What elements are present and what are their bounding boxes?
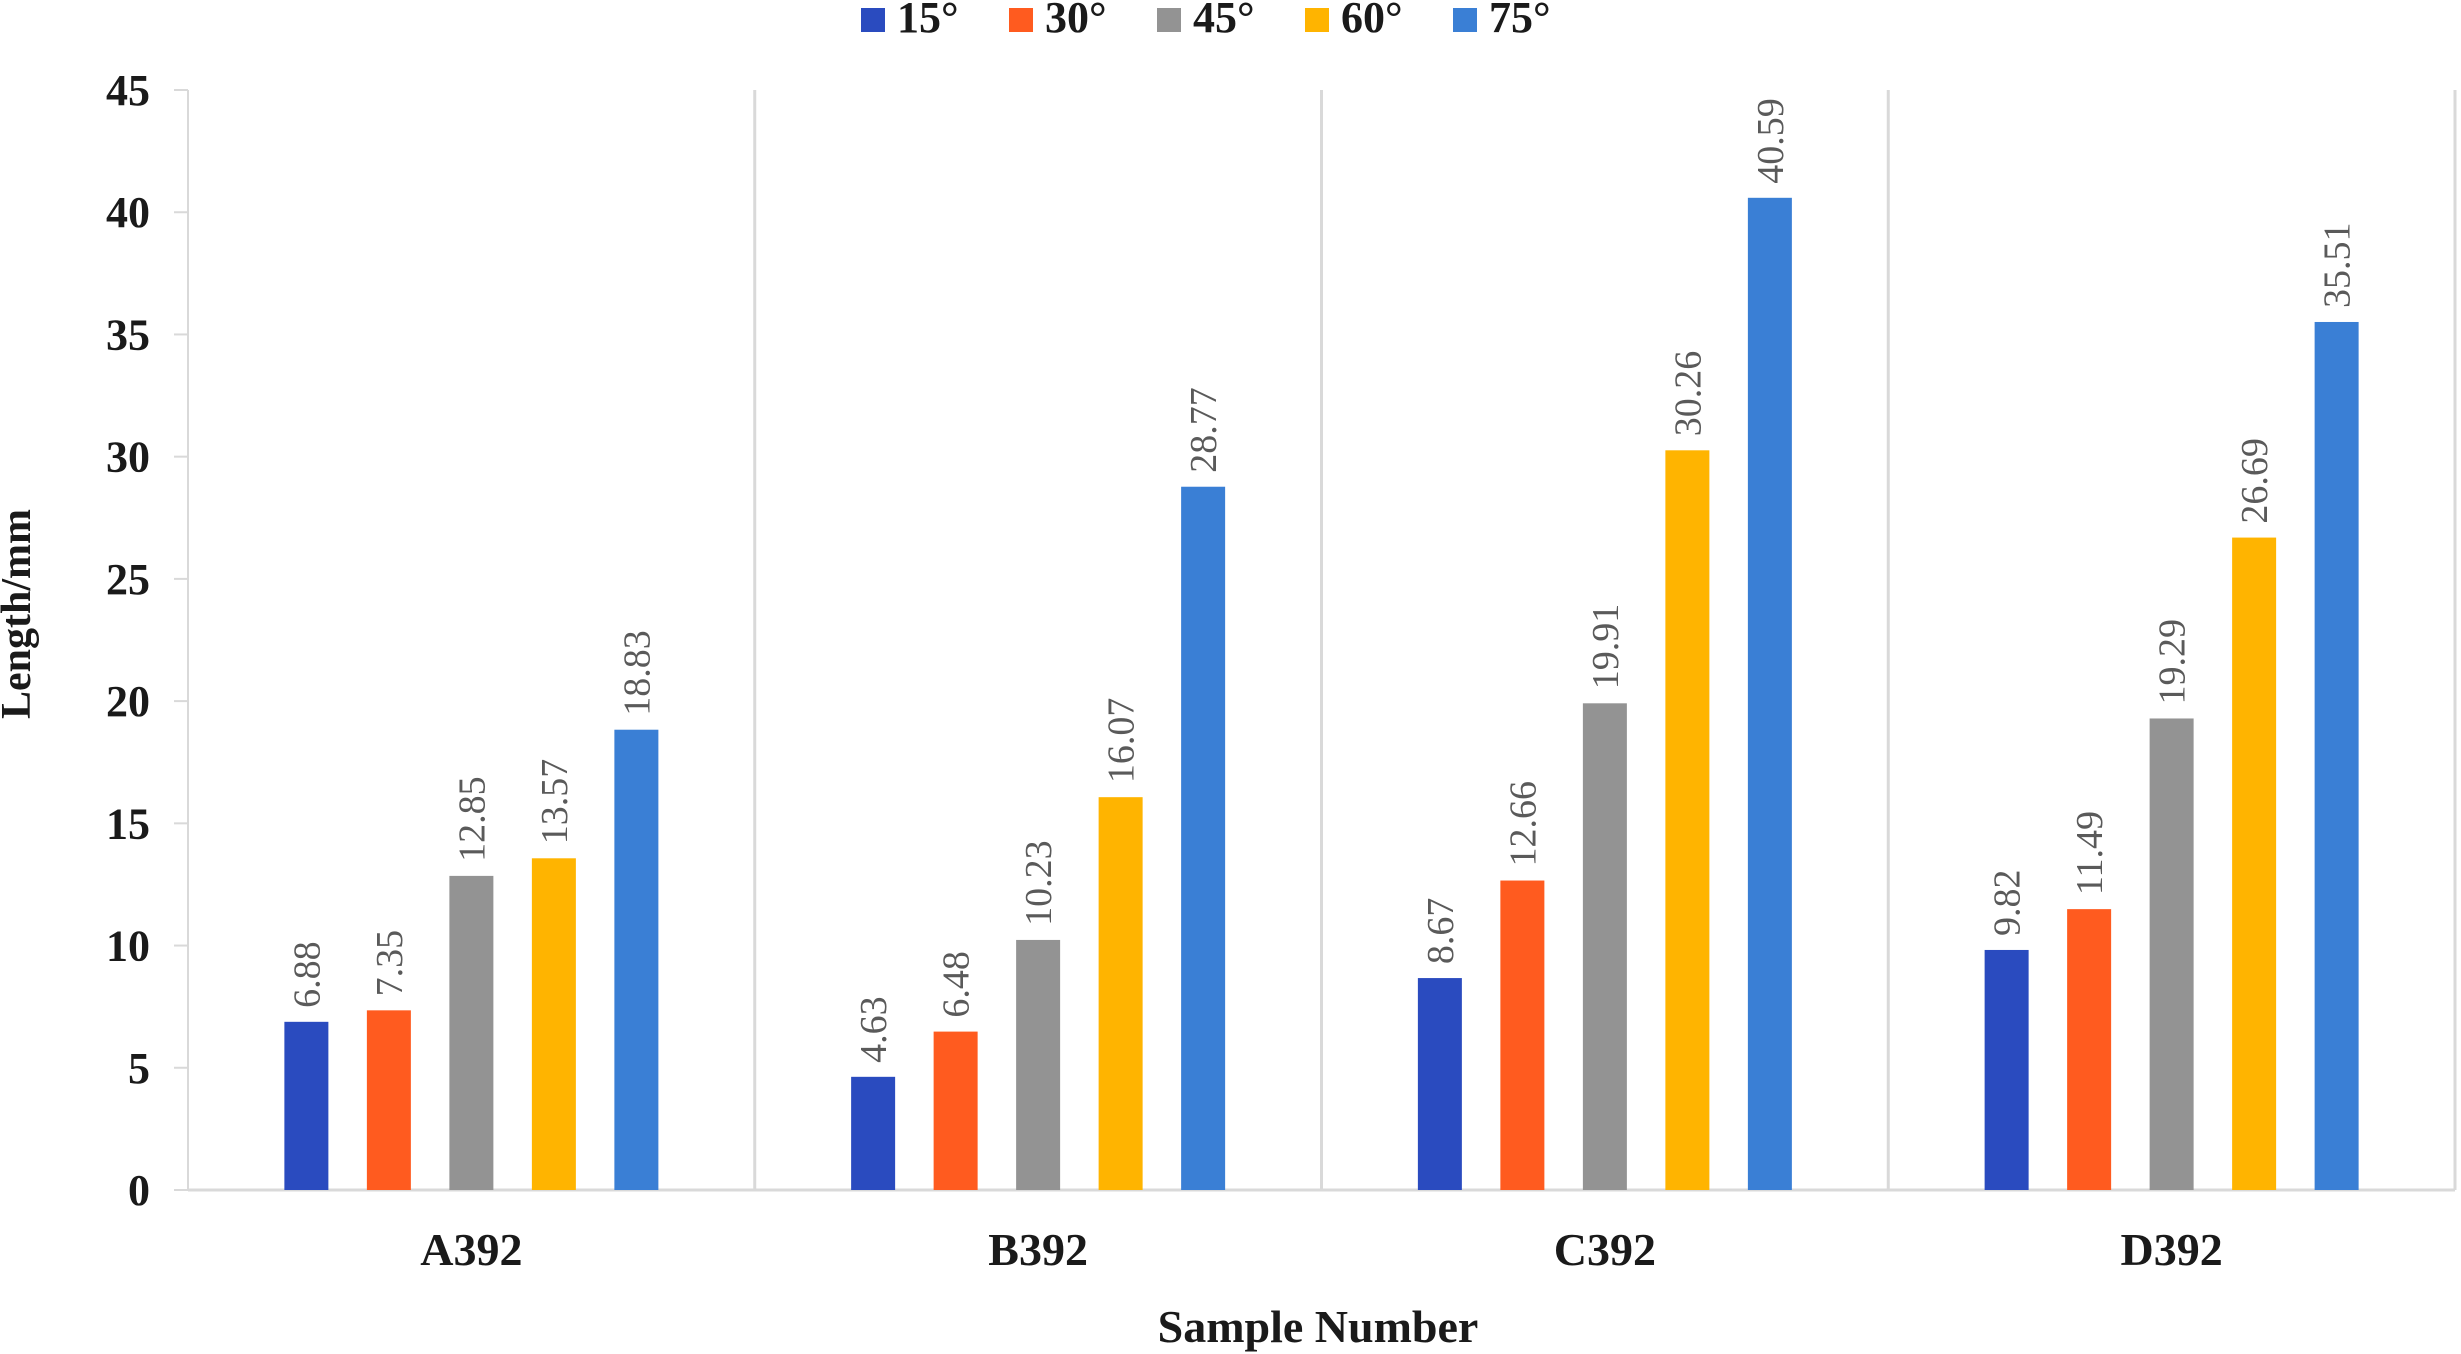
bar (1665, 450, 1710, 1190)
data-label: 19.91 (1585, 604, 1627, 690)
x-tick-label: B392 (988, 1224, 1088, 1275)
y-tick-label: 20 (106, 677, 150, 726)
data-label: 7.35 (369, 930, 411, 997)
y-tick-label: 10 (106, 922, 150, 971)
data-label: 18.83 (616, 630, 658, 716)
bar (449, 875, 494, 1190)
y-tick-label: 0 (128, 1166, 150, 1215)
y-tick-label: 40 (106, 188, 150, 237)
legend-swatch (861, 8, 885, 32)
data-labels: 6.88 4.63 8.67 9.82 7.35 6.48 12.66 11.49 12.85 1… (286, 98, 2358, 1063)
bar (1098, 797, 1143, 1190)
y-tick-label: 15 (106, 799, 150, 848)
legend-swatch (1305, 8, 1329, 32)
y-axis-title: Length/mm (0, 509, 40, 719)
legend-label: 60° (1341, 0, 1403, 42)
bar (614, 729, 659, 1190)
y-tick-label: 5 (128, 1044, 150, 1093)
x-axis-title: Sample Number (1158, 1301, 1479, 1352)
data-label: 12.66 (1502, 781, 1544, 867)
x-tick-label: D392 (2121, 1224, 2223, 1275)
data-label: 4.63 (853, 996, 895, 1063)
x-tick-label: A392 (420, 1224, 522, 1275)
y-tick-label: 30 (106, 433, 150, 482)
y-tick-label: 45 (106, 66, 150, 115)
bar (1417, 978, 1462, 1190)
bar (1500, 880, 1545, 1190)
bar (2314, 321, 2359, 1190)
data-label: 30.26 (1667, 351, 1709, 437)
bar (1984, 949, 2029, 1190)
data-label: 13.57 (534, 759, 576, 845)
bar (2232, 537, 2277, 1190)
bar (933, 1031, 978, 1190)
data-label: 11.49 (2069, 811, 2111, 895)
bar (366, 1010, 411, 1190)
bar (531, 858, 576, 1190)
bar (851, 1076, 896, 1190)
legend-swatch (1009, 8, 1033, 32)
bar (2067, 909, 2112, 1190)
data-label: 28.77 (1183, 387, 1225, 473)
data-label: 19.29 (2152, 619, 2194, 705)
data-label: 26.69 (2234, 438, 2276, 524)
legend-label: 75° (1489, 0, 1551, 42)
bar (1016, 939, 1061, 1190)
legend-label: 30° (1045, 0, 1107, 42)
data-label: 8.67 (1420, 898, 1462, 965)
bar (1181, 486, 1226, 1190)
data-label: 6.88 (286, 941, 328, 1008)
legend-label: 45° (1193, 0, 1255, 42)
x-tick-label: C392 (1554, 1224, 1656, 1275)
data-label: 12.85 (451, 776, 493, 862)
y-axis: 0 5 10 15 20 25 30 35 40 45 (106, 66, 189, 1215)
legend: 15° 30° 45° 60° 75° (861, 0, 1551, 42)
x-axis: A392 B392 C392 D392 (188, 1188, 2455, 1275)
data-label: 16.07 (1101, 698, 1143, 784)
bar (284, 1021, 329, 1190)
category-separators (753, 90, 2457, 1190)
legend-swatch (1157, 8, 1181, 32)
data-label: 10.23 (1018, 840, 1060, 926)
data-label: 6.48 (936, 951, 978, 1018)
bars (284, 197, 2359, 1191)
bar (1582, 703, 1627, 1190)
bar (2149, 718, 2194, 1190)
y-tick-label: 35 (106, 310, 150, 359)
data-label: 40.59 (1750, 98, 1792, 184)
legend-label: 15° (897, 0, 959, 42)
legend-swatch (1453, 8, 1477, 32)
bar (1747, 197, 1792, 1191)
data-label: 35.51 (2317, 222, 2359, 308)
y-tick-label: 25 (106, 555, 150, 604)
data-label: 9.82 (1987, 869, 2029, 936)
